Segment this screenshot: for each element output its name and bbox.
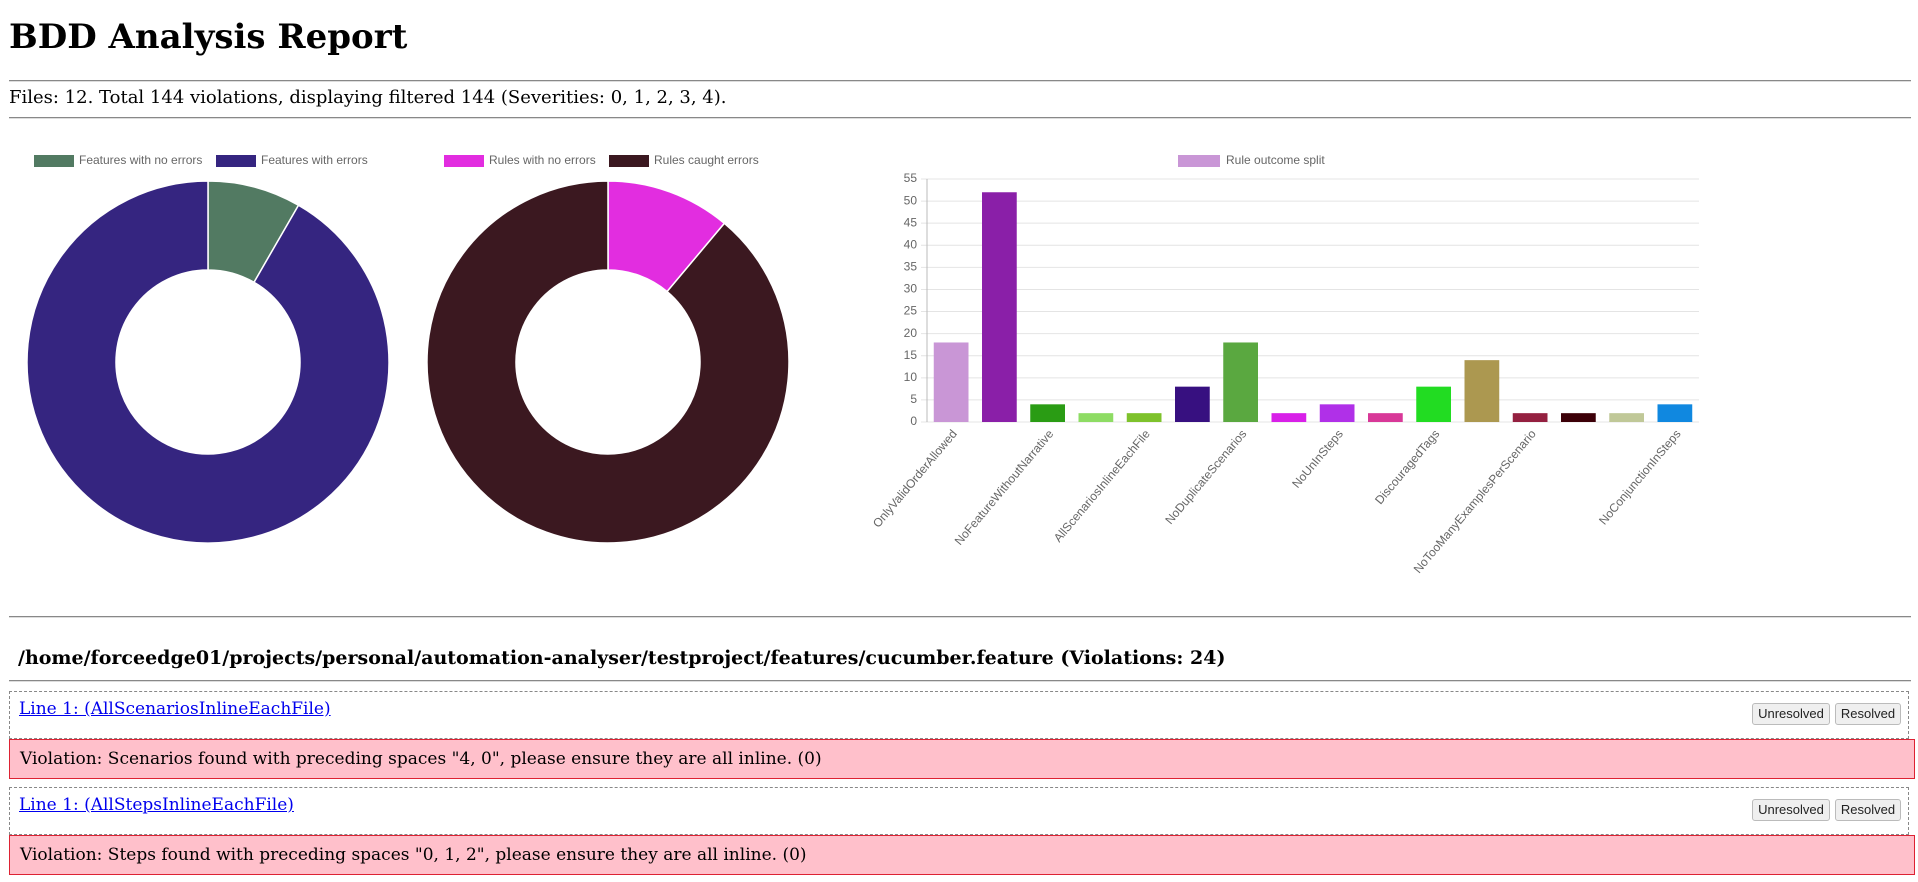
y-tick-label: 35 bbox=[904, 260, 918, 274]
bar bbox=[1078, 413, 1114, 422]
status-button[interactable]: Resolved bbox=[1835, 799, 1901, 821]
legend-swatch bbox=[1178, 155, 1220, 167]
x-tick-label: AllScenariosInlineEachFile bbox=[1051, 427, 1153, 545]
violation-message: Violation: Scenarios found with precedin… bbox=[9, 739, 1915, 779]
bar bbox=[1609, 413, 1644, 422]
status-button[interactable]: Unresolved bbox=[1752, 703, 1830, 725]
y-tick-label: 25 bbox=[904, 304, 918, 318]
violation-message: Violation: Steps found with preceding sp… bbox=[9, 835, 1915, 875]
file-heading: /home/forceedge01/projects/personal/auto… bbox=[18, 647, 1226, 669]
status-button[interactable]: Resolved bbox=[1835, 703, 1901, 725]
y-tick-label: 10 bbox=[904, 370, 918, 384]
page-title: BDD Analysis Report bbox=[9, 17, 408, 57]
x-tick-label: NoConjunctionInSteps bbox=[1596, 427, 1683, 527]
divider bbox=[9, 680, 1911, 682]
x-tick-label: NoFeatureWithoutNarrative bbox=[952, 427, 1057, 548]
bar bbox=[1416, 386, 1451, 422]
bar bbox=[1030, 404, 1065, 422]
legend-label: Rules caught errors bbox=[654, 153, 759, 167]
y-tick-label: 40 bbox=[904, 237, 918, 251]
x-tick-label: NoDuplicateScenarios bbox=[1162, 427, 1249, 527]
bar bbox=[1223, 342, 1258, 422]
bar bbox=[1512, 413, 1548, 422]
x-tick-label: OnlyValidOrderAllowed bbox=[870, 427, 960, 530]
bar bbox=[1319, 404, 1355, 422]
bar bbox=[1175, 386, 1210, 422]
bar bbox=[933, 342, 969, 422]
legend-label: Rules with no errors bbox=[489, 153, 596, 167]
bar bbox=[1657, 404, 1693, 422]
y-tick-label: 0 bbox=[910, 414, 917, 428]
bar bbox=[982, 192, 1017, 422]
donut-segment bbox=[26, 180, 390, 544]
legend-swatch bbox=[34, 155, 74, 167]
legend-label: Rule outcome split bbox=[1226, 153, 1325, 167]
divider bbox=[9, 616, 1911, 618]
y-tick-label: 5 bbox=[910, 392, 917, 406]
y-tick-label: 45 bbox=[904, 215, 918, 229]
legend-swatch bbox=[609, 155, 649, 167]
legend-swatch bbox=[216, 155, 256, 167]
status-button[interactable]: Unresolved bbox=[1752, 799, 1830, 821]
y-tick-label: 20 bbox=[904, 326, 918, 340]
bar bbox=[1271, 413, 1307, 422]
charts: Features with no errors Features with err… bbox=[26, 153, 1699, 576]
divider bbox=[9, 117, 1911, 119]
bar bbox=[1368, 413, 1403, 422]
y-tick-label: 50 bbox=[904, 193, 918, 207]
bar bbox=[1126, 413, 1162, 422]
legend-swatch bbox=[444, 155, 484, 167]
violation-link[interactable]: Line 1: (AllStepsInlineEachFile) bbox=[19, 795, 294, 815]
x-tick-label: DiscouragedTags bbox=[1372, 427, 1442, 507]
summary: Files: 12. Total 144 violations, display… bbox=[9, 87, 727, 108]
legend-label: Features with no errors bbox=[79, 153, 202, 167]
y-tick-label: 30 bbox=[904, 282, 918, 296]
legend-label: Features with errors bbox=[261, 153, 368, 167]
y-tick-label: 55 bbox=[904, 171, 918, 185]
violation-item bbox=[9, 787, 1909, 835]
violation-item bbox=[9, 691, 1909, 739]
violation-link[interactable]: Line 1: (AllScenariosInlineEachFile) bbox=[19, 699, 331, 719]
bar bbox=[1464, 360, 1500, 422]
bar bbox=[1561, 413, 1596, 422]
x-tick-label: NoUnInSteps bbox=[1289, 427, 1346, 491]
y-tick-label: 15 bbox=[904, 348, 918, 362]
donut-segment bbox=[426, 180, 790, 544]
divider bbox=[9, 80, 1911, 82]
